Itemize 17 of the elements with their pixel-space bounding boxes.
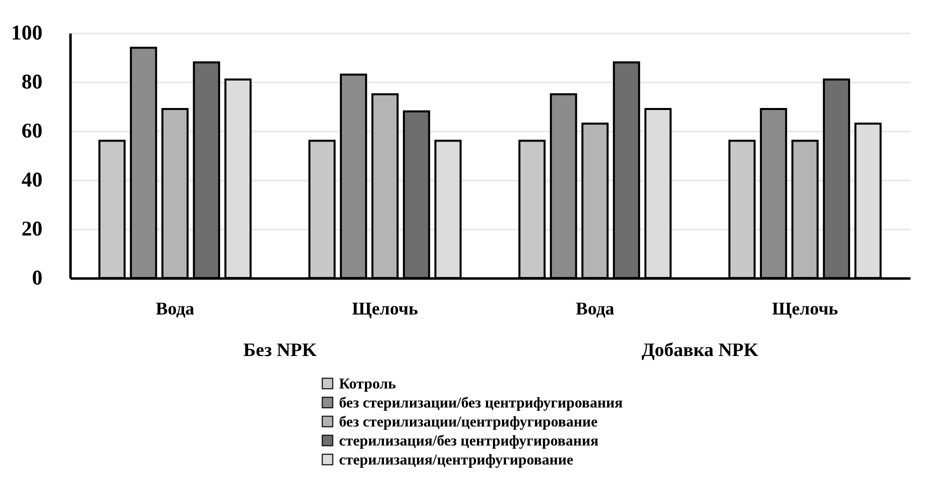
y-tick-label: 60 (22, 118, 42, 142)
x-tick-label: Щелочь (772, 298, 839, 318)
y-tick-label: 20 (22, 216, 42, 240)
legend-label: Котроль (339, 376, 396, 392)
y-tick-label: 0 (32, 266, 42, 290)
y-tick-label: 80 (22, 70, 42, 94)
y-tick-label: 100 (11, 20, 42, 44)
text: Без NPK (243, 340, 317, 361)
legend-label: без стерилизации/центрифугирование (339, 414, 598, 430)
text: Добавка NPK (642, 340, 759, 361)
x-tick-label: Щелочь (352, 298, 419, 318)
legend-label: стерилизация/центрифугирование (339, 452, 574, 468)
x-tick-label: Вода (576, 298, 614, 318)
x-tick-label: Вода (156, 298, 194, 318)
legend-label: без стерилизации/без центрифугирования (339, 396, 623, 412)
y-tick-label: 40 (22, 168, 42, 192)
legend-label: стерилизация/без центрифугирования (339, 434, 598, 450)
